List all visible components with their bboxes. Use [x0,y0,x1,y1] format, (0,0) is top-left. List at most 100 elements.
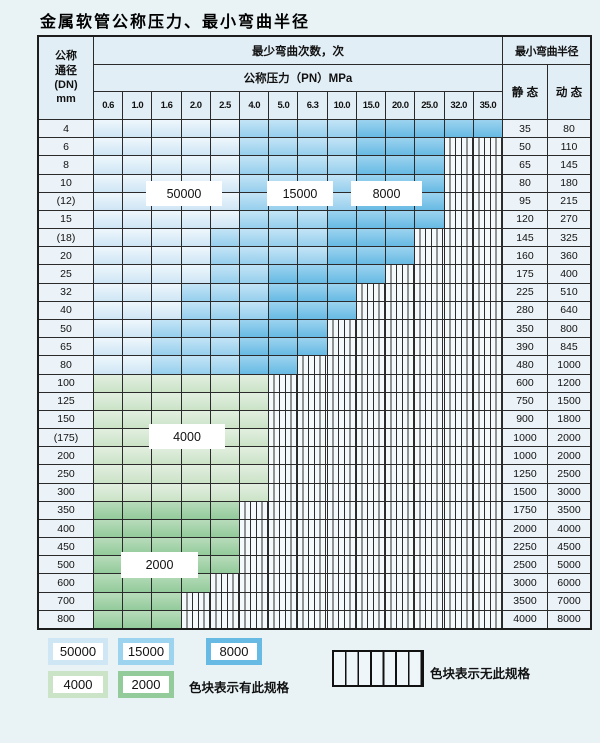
dn-cell: 50 [39,319,93,338]
spec-cell-none [269,556,298,574]
spec-cell-15000 [327,174,356,192]
spec-cell-8000 [415,210,444,229]
spec-cell-2000 [123,501,152,519]
static-radius-cell: 120 [502,210,547,229]
spec-cell-50000 [94,247,123,265]
spec-cell-2000 [152,538,181,556]
spec-cell-none [415,592,444,610]
spec-cell-none [444,301,473,319]
spec-cell-none [327,392,356,410]
spec-cell-none [415,319,444,338]
spec-cell-2000 [152,574,181,592]
spec-cell-4000 [210,447,240,465]
pressure-column-header: 2.5 [210,92,240,119]
spec-cell-none [327,538,356,556]
spec-cell-none [473,247,502,265]
spec-cell-8000 [240,319,269,338]
spec-cell-none [386,501,415,519]
spec-cell-none [444,483,473,501]
dynamic-radius-cell: 1000 [547,356,590,374]
static-radius-cell: 900 [502,410,547,429]
spec-cell-4000 [123,483,152,501]
spec-cell-4000 [123,465,152,483]
spec-cell-8000 [240,338,269,356]
spec-cell-none [386,283,415,301]
spec-cell-none [356,519,386,538]
dynamic-radius-cell: 4500 [547,538,590,556]
dn-cell: 25 [39,265,93,283]
spec-cell-none [386,556,415,574]
spec-cell-none [444,465,473,483]
spec-cell-8000 [415,120,444,138]
spec-cell-4000 [152,392,181,410]
legend-note-striped: 色块表示无此规格 [430,667,531,681]
spec-cell-none [444,356,473,374]
spec-cell-none [356,429,386,447]
spec-cell-none [356,574,386,592]
spec-cell-none [473,610,502,628]
spec-cell-50000 [210,210,240,229]
spec-cell-none [240,519,269,538]
dynamic-radius-cell: 7000 [547,592,590,610]
spec-cell-none [327,465,356,483]
spec-cell-4000 [123,429,152,447]
dynamic-radius-cell: 400 [547,265,590,283]
static-radius-cell: 175 [502,265,547,283]
spec-cell-50000 [94,265,123,283]
spec-cell-none [269,574,298,592]
spec-cell-15000 [181,356,210,374]
pressure-column-header: 0.6 [94,92,123,119]
spec-cell-15000 [327,192,356,210]
spec-cell-none [269,374,298,392]
spec-cell-8000 [298,283,327,301]
pressure-column-header: 2.0 [181,92,210,119]
spec-cell-none [327,429,356,447]
spec-cell-50000 [181,138,210,156]
spec-cell-8000 [269,301,298,319]
legend-swatch-4000: 4000 [48,671,108,698]
spec-cell-none [356,374,386,392]
spec-cell-8000 [473,120,502,138]
dn-cell: 700 [39,592,93,610]
spec-cell-15000 [327,138,356,156]
spec-cell-50000 [94,210,123,229]
dn-cell: 10 [39,174,93,192]
spec-cell-4000 [123,447,152,465]
spec-cell-none [269,519,298,538]
spec-cell-50000 [152,210,181,229]
spec-cell-none [473,138,502,156]
static-radius-cell: 95 [502,192,547,210]
spec-cell-none [415,538,444,556]
spec-cell-15000 [210,356,240,374]
spec-cell-none [356,447,386,465]
spec-cell-15000 [240,301,269,319]
spec-cell-50000 [210,120,240,138]
dn-cell: 6 [39,138,93,156]
spec-cell-15000 [181,283,210,301]
dn-cell: 15 [39,210,93,229]
spec-cell-none [298,465,327,483]
static-radius-cell: 350 [502,319,547,338]
spec-cell-4000 [152,410,181,429]
spec-cell-none [298,447,327,465]
spec-cell-none [473,483,502,501]
spec-cell-none [473,574,502,592]
pressure-column-header: 5.0 [269,92,298,119]
spec-cell-none [473,356,502,374]
spec-cell-15000 [240,283,269,301]
spec-cell-none [269,538,298,556]
spec-cell-4000 [94,392,123,410]
spec-cell-none [327,592,356,610]
spec-cell-2000 [210,519,240,538]
spec-cell-none [298,574,327,592]
spec-cell-none [327,356,356,374]
dynamic-radius-cell: 180 [547,174,590,192]
spec-cell-none [386,574,415,592]
spec-cell-2000 [210,538,240,556]
pressure-column-header: 6.3 [298,92,327,119]
dynamic-radius-cell: 1200 [547,374,590,392]
dynamic-radius-cell: 145 [547,156,590,174]
spec-cell-none [386,265,415,283]
spec-cell-50000 [123,192,152,210]
spec-cell-none [386,338,415,356]
